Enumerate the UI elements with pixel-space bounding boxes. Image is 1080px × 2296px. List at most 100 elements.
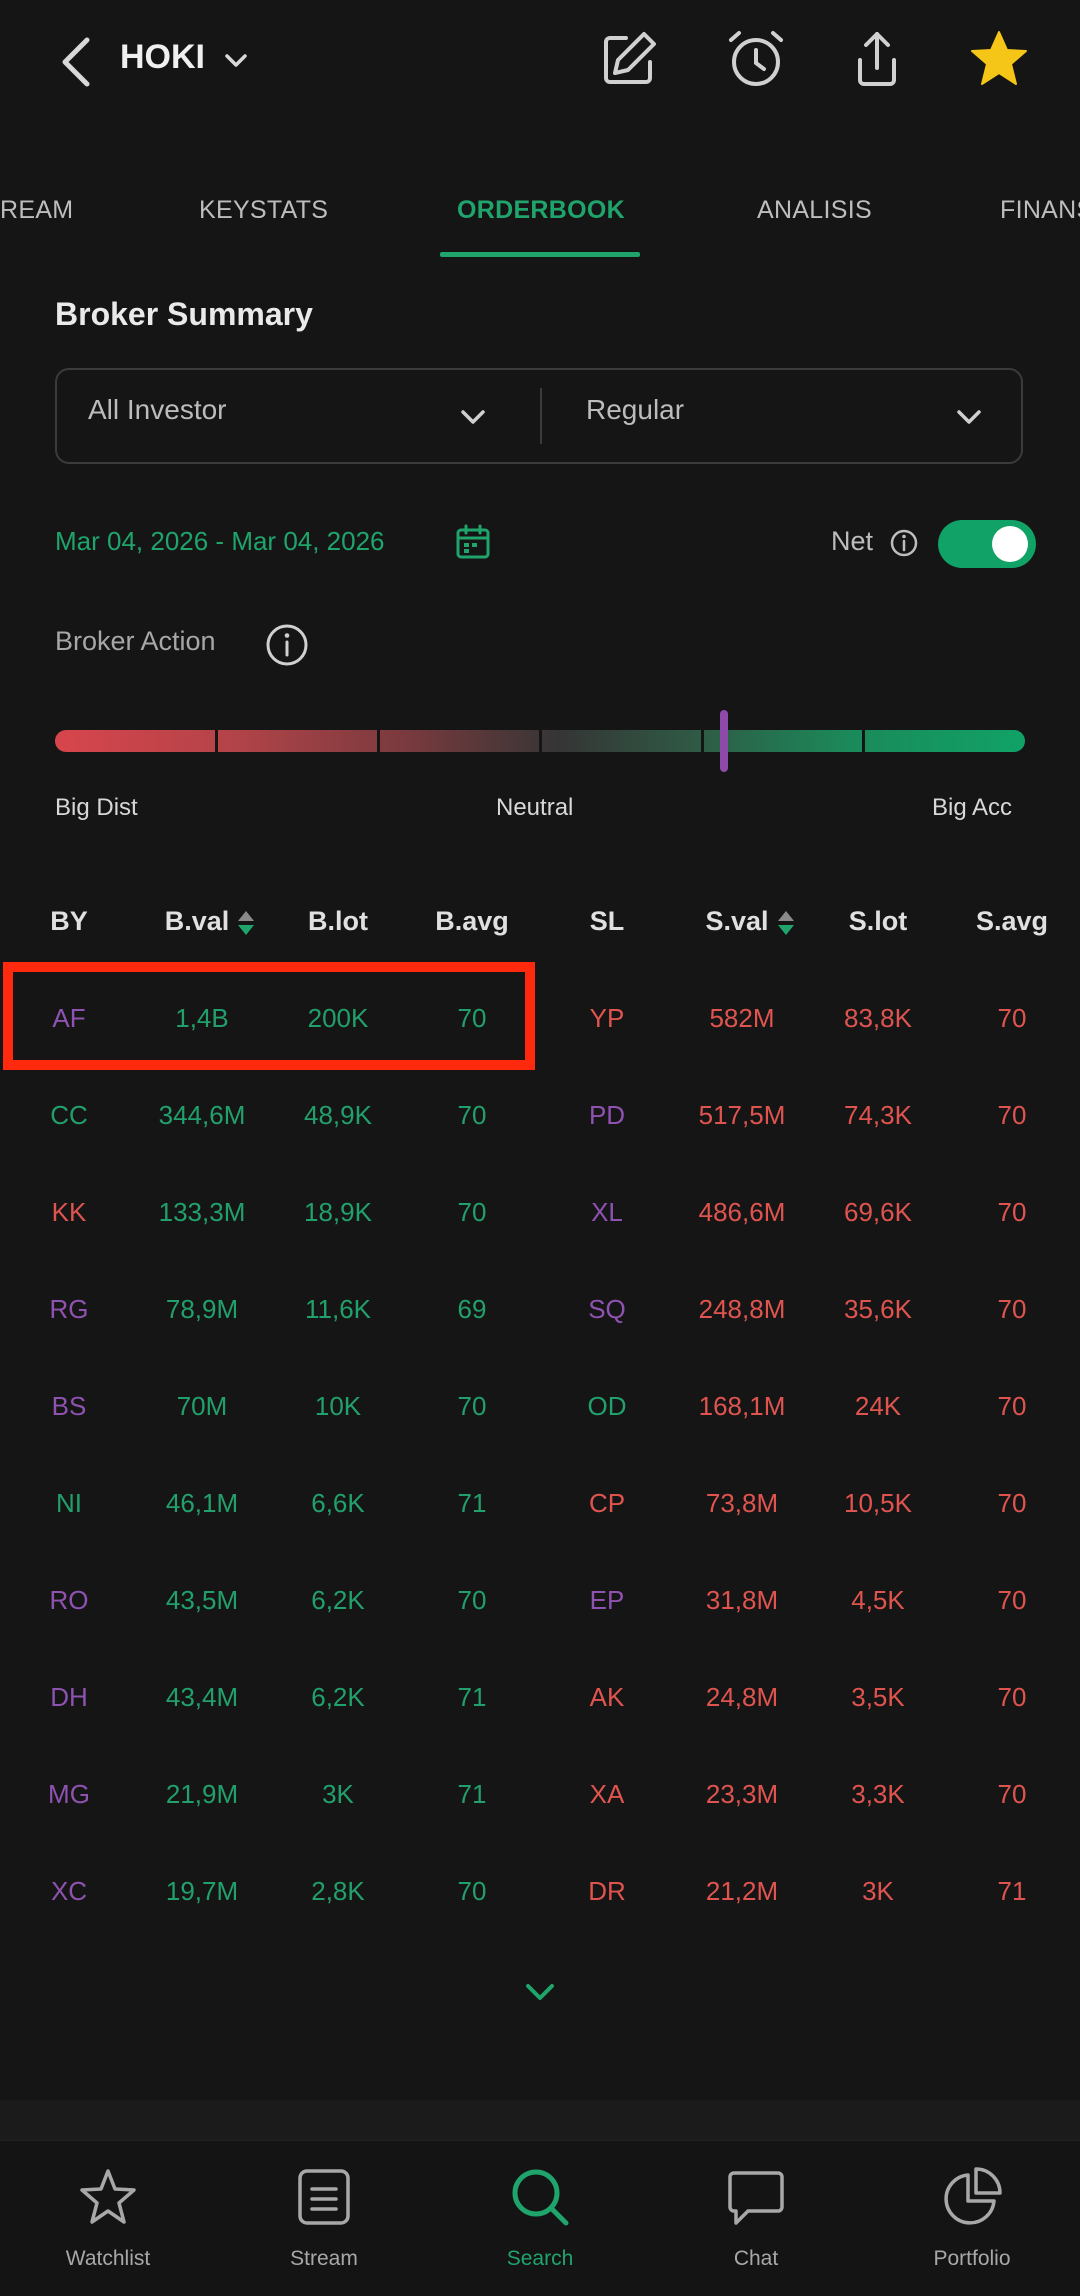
tab-keystats[interactable]: KEYSTATS [199,196,329,224]
share-icon[interactable] [846,28,908,90]
header-sval-label: S.val [705,906,769,936]
cell-slot: 35,6K [844,1294,912,1324]
pie-chart-icon[interactable] [940,2165,1004,2229]
cell-sl[interactable]: CP [588,1488,626,1518]
header-bval[interactable]: B.val [140,906,280,937]
cell-slot: 3,3K [851,1779,905,1809]
edit-note-icon[interactable] [598,28,660,90]
gauge-divider [215,730,218,752]
cell-blot: 3K [322,1779,354,1809]
cell-bval: 46,1M [165,1488,239,1518]
cell-sl[interactable]: DR [588,1876,626,1906]
cell-sl[interactable]: PD [588,1100,626,1130]
sort-icon[interactable] [237,909,255,937]
calendar-icon[interactable] [455,524,491,560]
cell-sl[interactable]: YP [589,1003,625,1033]
info-icon[interactable] [264,622,310,668]
neutral-label: Neutral [496,794,574,821]
search-icon[interactable] [508,2165,572,2229]
filter-divider [540,388,542,444]
chat-bubble-icon[interactable] [724,2165,788,2229]
section-title: Broker Summary [55,296,313,332]
document-icon[interactable] [292,2165,356,2229]
sort-icon[interactable] [777,909,795,937]
cell-savg: 71 [997,1876,1027,1906]
stock-code-title[interactable]: HOKI [120,38,205,76]
cell-bval: 43,4M [165,1682,239,1712]
cell-by[interactable]: KK [51,1197,87,1227]
cell-sl[interactable]: OD [587,1391,627,1421]
broker-action-label: Broker Action [55,626,216,656]
nav-stream[interactable]: Stream [290,2247,358,2270]
gauge-divider [539,730,542,752]
chevron-down-icon[interactable] [458,402,488,432]
cell-slot: 83,8K [844,1003,912,1033]
header-by: BY [50,906,88,936]
cell-bval: 43,5M [165,1585,239,1615]
net-label: Net [831,526,874,556]
cell-savg: 70 [997,1003,1027,1033]
cell-sl[interactable]: XL [591,1197,623,1227]
cell-bavg: 71 [457,1488,487,1518]
cell-by[interactable]: RO [49,1585,89,1615]
cell-slot: 4,5K [851,1585,905,1615]
tab-orderbook[interactable]: ORDERBOOK [457,196,625,224]
header-bavg: B.avg [435,906,509,936]
cell-savg: 70 [997,1488,1027,1518]
chevron-down-icon[interactable] [222,46,250,74]
cell-bval: 1,4B [175,1003,229,1033]
cell-bavg: 70 [457,1100,487,1130]
cell-sval: 23,3M [705,1779,779,1809]
cell-savg: 70 [997,1100,1027,1130]
cell-bval: 70M [176,1391,228,1421]
nav-portfolio[interactable]: Portfolio [933,2247,1011,2270]
header-sval[interactable]: S.val [680,906,820,937]
header-bval-label: B.val [164,906,230,936]
cell-slot: 74,3K [844,1100,912,1130]
market-filter-dropdown[interactable]: Regular [586,394,685,425]
cell-by[interactable]: BS [51,1391,87,1421]
chevron-down-icon[interactable] [520,1978,560,2008]
cell-slot: 69,6K [844,1197,912,1227]
nav-watchlist[interactable]: Watchlist [65,2247,151,2270]
cell-bavg: 69 [457,1294,487,1324]
cell-slot: 3,5K [851,1682,905,1712]
cell-by[interactable]: MG [48,1779,90,1809]
tab-analisis[interactable]: ANALISIS [757,196,872,224]
cell-by[interactable]: CC [50,1100,88,1130]
cell-by[interactable]: XC [50,1876,88,1906]
tab-finansial[interactable]: FINANS [1000,196,1080,224]
back-arrow-icon[interactable] [55,32,99,92]
cell-savg: 70 [997,1197,1027,1227]
cell-savg: 70 [997,1391,1027,1421]
nav-chat[interactable]: Chat [733,2247,779,2270]
cell-bval: 21,9M [165,1779,239,1809]
cell-sval: 168,1M [698,1391,786,1421]
cell-sl[interactable]: EP [589,1585,625,1615]
cell-by[interactable]: AF [52,1003,86,1033]
cell-sval: 486,6M [698,1197,786,1227]
tab-stream[interactable]: REAM [0,196,74,224]
cell-sl[interactable]: AK [589,1682,625,1712]
alarm-clock-icon[interactable] [725,28,787,90]
star-outline-icon[interactable] [76,2165,140,2229]
header-savg: S.avg [975,906,1049,936]
highlight-box [3,962,535,1070]
date-range[interactable]: Mar 04, 2026 - Mar 04, 2026 [55,526,385,556]
info-icon[interactable] [889,528,919,558]
cell-by[interactable]: RG [49,1294,89,1324]
chevron-down-icon[interactable] [954,402,984,432]
cell-by[interactable]: DH [50,1682,88,1712]
cell-blot: 6,2K [311,1682,365,1712]
investor-filter-dropdown[interactable]: All Investor [88,394,227,425]
cell-blot: 6,2K [311,1585,365,1615]
gauge-divider [377,730,380,752]
cell-sl[interactable]: XA [589,1779,625,1809]
cell-by[interactable]: NI [56,1488,82,1518]
big-dist-label: Big Dist [55,794,138,821]
cell-bavg: 70 [457,1197,487,1227]
cell-bavg: 70 [457,1391,487,1421]
star-filled-icon[interactable] [968,28,1030,90]
nav-search[interactable]: Search [506,2247,574,2270]
cell-sl[interactable]: SQ [588,1294,626,1324]
